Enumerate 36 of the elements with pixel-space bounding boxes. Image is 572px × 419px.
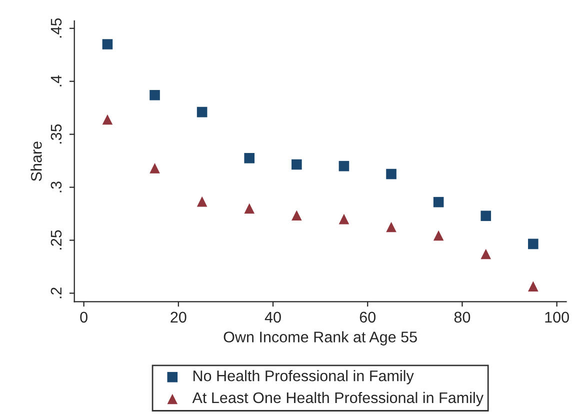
point — [196, 196, 208, 207]
point — [244, 203, 255, 214]
x-tick-label: 0 — [80, 312, 88, 323]
x-tick-label: 80 — [454, 312, 470, 323]
y-tick-label: .3 — [50, 182, 62, 192]
legend-label: No Health Professional in Family — [194, 370, 414, 384]
point — [338, 214, 350, 224]
point — [480, 210, 492, 222]
point — [102, 114, 113, 125]
y-tick-label: .4 — [50, 75, 62, 86]
point — [386, 168, 396, 180]
point — [338, 160, 350, 172]
point — [150, 90, 160, 100]
point — [386, 222, 396, 232]
y-tick-label: .25 — [50, 230, 62, 250]
point — [528, 238, 538, 250]
point — [244, 152, 255, 164]
x-axis-title: Own Income Rank at Age 55 — [224, 331, 417, 346]
y-axis-title: Share — [30, 142, 42, 182]
y-tick-label: .2 — [50, 288, 62, 298]
x-tick-label: 60 — [360, 312, 376, 323]
point — [433, 230, 444, 241]
point — [292, 159, 302, 170]
point — [292, 210, 302, 220]
legend-label: At Least One Health Professional in Family — [192, 392, 484, 406]
point — [433, 196, 444, 208]
point — [102, 39, 113, 50]
point — [196, 106, 208, 118]
x-tick-label: 20 — [170, 312, 186, 323]
y-tick-label: .45 — [50, 18, 62, 38]
y-tick-label: .35 — [50, 124, 62, 144]
point — [528, 281, 538, 292]
x-tick-label: 40 — [264, 312, 281, 323]
point — [480, 248, 492, 260]
point — [150, 163, 160, 174]
x-tick-label: 100 — [545, 312, 569, 323]
